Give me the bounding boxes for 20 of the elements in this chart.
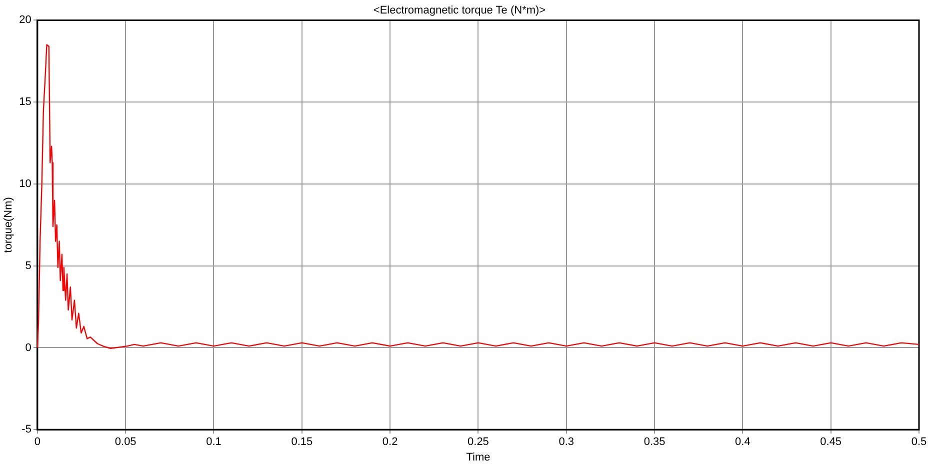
x-tick-label: 0.2 xyxy=(382,436,398,448)
x-tick-label: 0.25 xyxy=(468,436,489,448)
y-tick-label: 10 xyxy=(19,178,32,190)
chart-title: <Electromagnetic torque Te (N*m)> xyxy=(373,4,546,17)
y-tick-label: 0 xyxy=(25,342,32,354)
y-tick-label: -5 xyxy=(22,424,32,436)
x-tick-label: 0.3 xyxy=(558,436,574,448)
x-tick-label: 0.05 xyxy=(114,436,136,448)
x-axis-title: Time xyxy=(466,451,490,464)
x-tick-label: 0.4 xyxy=(735,436,750,448)
y-tick-label: 20 xyxy=(19,14,32,26)
y-axis-title: torque(Nm) xyxy=(2,197,15,253)
x-tick-label: 0.5 xyxy=(911,436,927,448)
x-tick-label: 0 xyxy=(34,436,40,448)
x-tick-label: 0.15 xyxy=(291,436,313,448)
x-tick-label: 0.1 xyxy=(206,436,222,448)
y-tick-label: 15 xyxy=(19,96,32,108)
x-tick-label: 0.45 xyxy=(820,436,842,448)
x-tick-label: 0.35 xyxy=(644,436,666,448)
y-tick-label: 5 xyxy=(25,260,32,272)
